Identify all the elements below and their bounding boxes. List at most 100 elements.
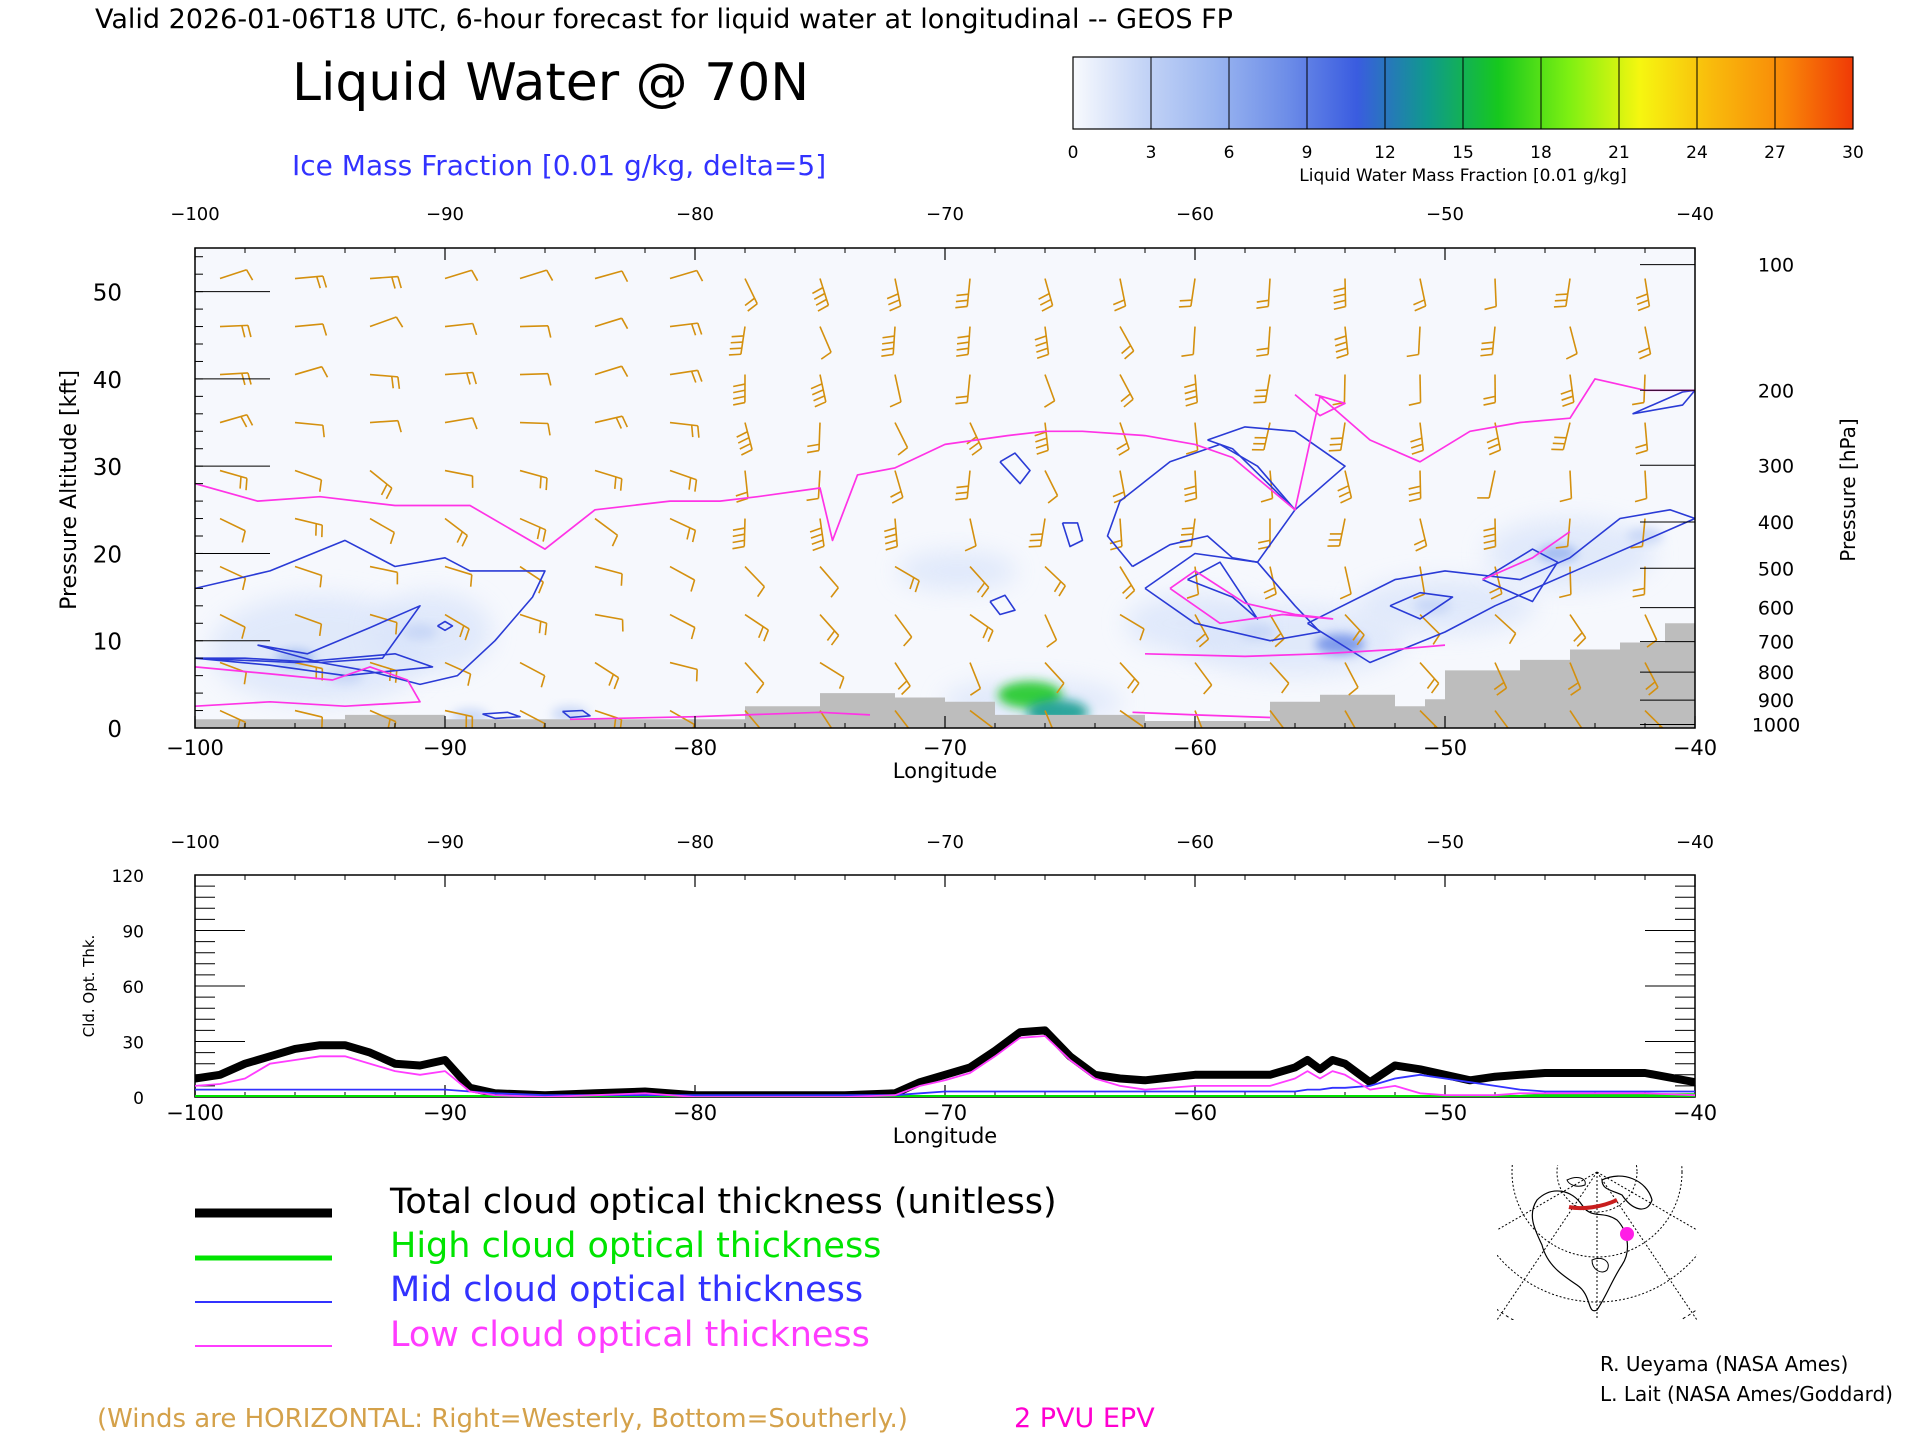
legend: Total cloud optical thickness (unitless)…: [195, 1182, 1057, 1355]
pressure-tick-label: 200: [1758, 380, 1794, 402]
wind-barb-flag: [1331, 438, 1343, 439]
pressure-tick-label: 600: [1758, 598, 1794, 620]
bottom-x-tick-label-upper: −70: [926, 832, 964, 853]
legend-label-total: Total cloud optical thickness (unitless): [389, 1182, 1057, 1222]
wind-barb-staff: [1644, 375, 1645, 403]
wind-barb-flag: [471, 575, 472, 587]
top-x-tick-label-upper: −80: [676, 204, 714, 225]
optical-thickness-panel: −100−100−90−90−80−80−70−70−60−60−50−50−4…: [80, 832, 1717, 1148]
bottom-x-tick-label: −90: [423, 1101, 467, 1125]
bottom-y-tick-label: 60: [122, 978, 144, 998]
liquid-water-blob: [1626, 528, 1664, 544]
epv-label: 2 PVU EPV: [1014, 1403, 1155, 1434]
top-y-tick-label: 10: [93, 630, 122, 656]
pressure-tick-label: 900: [1758, 690, 1794, 712]
top-x-tick-label-upper: −40: [1676, 204, 1714, 225]
credit-1: R. Ueyama (NASA Ames): [1600, 1352, 1848, 1376]
top-y-tick-label: 20: [93, 542, 122, 568]
colorbar-tick-label: 27: [1764, 143, 1786, 163]
wind-barb-staff: [744, 519, 745, 547]
wind-barb-flag: [1275, 728, 1283, 737]
wind-barb-flag: [1029, 546, 1041, 547]
bottom-x-tick-label: −80: [673, 1101, 717, 1125]
bottom-x-tick-label-upper: −100: [170, 832, 219, 853]
pressure-tick-label: 500: [1758, 558, 1794, 580]
wind-barb-flag: [731, 342, 743, 343]
wind-barb-staff: [1420, 471, 1421, 499]
liquid-water-haze: [898, 551, 1018, 591]
wind-barb-staff: [1420, 375, 1421, 403]
wind-barb-staff: [1345, 279, 1346, 307]
figure-title: Liquid Water @ 70N: [292, 53, 809, 113]
top-x-tick-label-upper: −60: [1176, 204, 1214, 225]
wind-barb-flag: [729, 354, 741, 355]
top-x-tick-label-upper: −100: [170, 204, 219, 225]
pressure-tick-label: 1000: [1752, 715, 1800, 737]
bottom-x-tick-label: −100: [166, 1101, 224, 1125]
wind-barb-staff: [520, 374, 548, 375]
colorbar-tick-label: 12: [1374, 143, 1396, 163]
top-x-tick-label-upper: −50: [1426, 204, 1464, 225]
top-y2label: Pressure [hPa]: [1836, 418, 1860, 561]
wind-barb-flag: [1030, 540, 1042, 541]
map-track: [1569, 1200, 1617, 1208]
top-ylabel: Pressure Altitude [kft]: [57, 370, 82, 610]
wind-barb-staff: [1344, 375, 1345, 403]
wind-barb-flag: [1031, 534, 1043, 535]
wind-barb-flag: [246, 478, 247, 490]
wind-barb-flag: [1046, 736, 1056, 743]
top-xlabel: Longitude: [893, 759, 997, 783]
wind-barb-flag: [1658, 730, 1665, 740]
wind-barb-flag: [1180, 300, 1192, 301]
wind-barb-flag: [1329, 450, 1341, 451]
wind-barb-flag: [1350, 735, 1359, 743]
wind-barb-flag: [730, 348, 742, 349]
ice-label: Ice Mass Fraction [0.01 g/kg, delta=5]: [292, 149, 826, 182]
bottom-x-tick-label: −60: [1173, 1101, 1217, 1125]
legend-label-high: High cloud optical thickness: [390, 1226, 881, 1266]
pressure-tick-label: 800: [1758, 662, 1794, 684]
wind-barb-flag: [240, 477, 241, 489]
bottom-y-tick-label: 30: [122, 1034, 144, 1054]
pressure-tick-label: 300: [1758, 455, 1794, 477]
bottom-x-tick-label-upper: −90: [426, 832, 464, 853]
wind-barb-flag: [1179, 546, 1191, 547]
top-y-tick-label: 40: [93, 368, 122, 394]
pressure-tick-label: 100: [1758, 255, 1794, 277]
bottom-x-tick-label-upper: −50: [1426, 832, 1464, 853]
legend-label-mid: Mid cloud optical thickness: [390, 1270, 863, 1310]
bottom-x-tick-label: −50: [1423, 1101, 1467, 1125]
wind-barb-flag: [615, 477, 616, 489]
map-inset: [1427, 1002, 1767, 1342]
bottom-xlabel: Longitude: [893, 1124, 997, 1148]
wind-barb-flag: [1181, 534, 1193, 535]
top-x-tick-label: −80: [673, 736, 717, 760]
colorbar-tick-label: 3: [1146, 143, 1157, 163]
wind-barb-staff: [520, 423, 548, 424]
bottom-y-tick-label: 120: [112, 867, 144, 887]
valid-line: Valid 2026-01-06T18 UTC, 6-hour forecast…: [95, 4, 1233, 35]
top-x-tick-label: −100: [166, 736, 224, 760]
colorbar-tick-label: 9: [1302, 143, 1313, 163]
bottom-x-tick-label-upper: −80: [676, 832, 714, 853]
wind-barb-flag: [904, 733, 912, 742]
top-x-tick-label: −50: [1423, 736, 1467, 760]
top-x-tick-label: −90: [423, 736, 467, 760]
bottom-ylabel: Cld. Opt. Thk.: [80, 935, 98, 1038]
wind-barb-flag: [987, 727, 992, 738]
wind-barb-flag: [1577, 734, 1585, 743]
top-y-tick-label: 0: [107, 717, 122, 743]
wind-barb-flag: [692, 425, 693, 437]
winds-note: (Winds are HORIZONTAL: Right=Westerly, B…: [97, 1404, 908, 1434]
bottom-y-tick-label: 90: [122, 923, 144, 943]
wind-barb-staff: [819, 423, 820, 451]
wind-barb-flag: [698, 426, 699, 438]
credit-2: L. Lait (NASA Ames/Goddard): [1600, 1382, 1893, 1406]
wind-barb-flag: [827, 734, 836, 742]
wind-barb-staff: [520, 326, 548, 327]
wind-barb-flag: [546, 478, 547, 490]
wind-barb-flag: [732, 336, 744, 337]
colorbar-tick-label: 15: [1452, 143, 1474, 163]
